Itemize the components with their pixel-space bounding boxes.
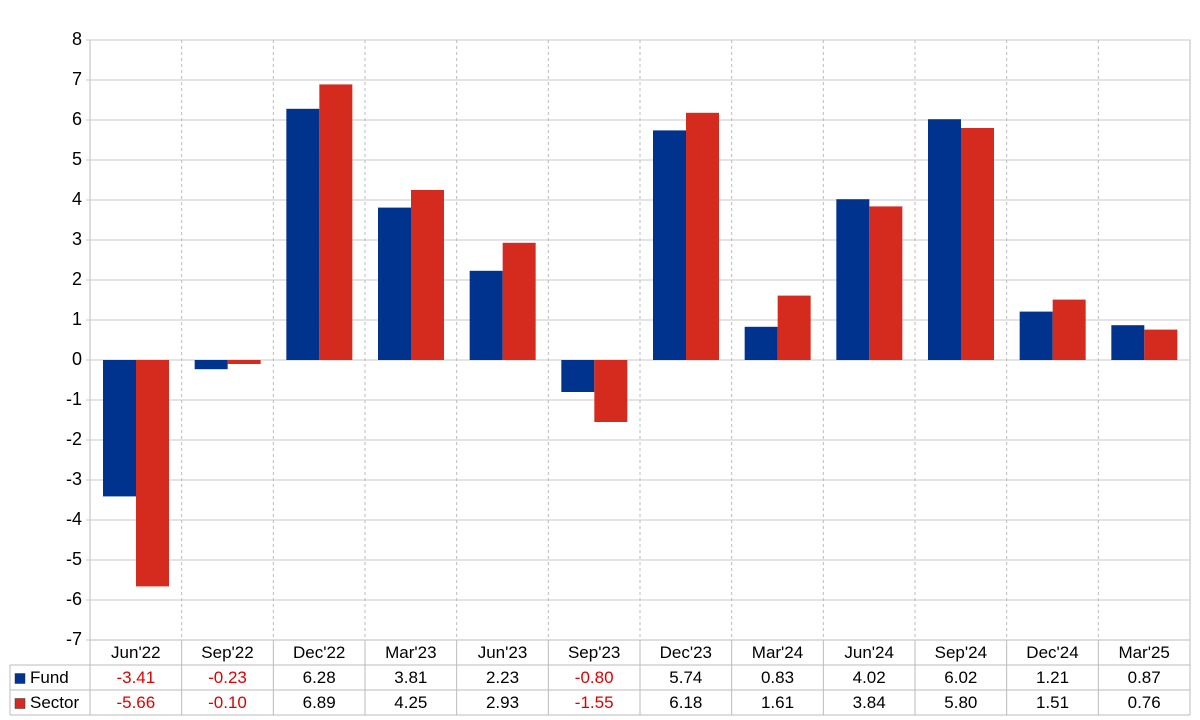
table-value: 2.23: [486, 668, 519, 687]
bar: [378, 207, 411, 360]
table-value: 1.21: [1036, 668, 1069, 687]
y-tick-label: 0: [72, 349, 82, 369]
x-tick-label: Jun'22: [111, 643, 161, 662]
table-value: 3.81: [394, 668, 427, 687]
bar: [836, 199, 870, 360]
bar: [777, 295, 811, 360]
table-value: 6.89: [303, 693, 336, 712]
x-tick-label: Sep'24: [935, 643, 987, 662]
table-value: 5.74: [669, 668, 702, 687]
table-value: -3.41: [116, 668, 155, 687]
table-value: 0.87: [1128, 668, 1161, 687]
bar: [227, 360, 261, 364]
x-tick-label: Mar'24: [752, 643, 803, 662]
table-value: -0.23: [208, 668, 247, 687]
bar: [103, 360, 136, 497]
table-value: -1.55: [575, 693, 614, 712]
x-tick-label: Sep'23: [568, 643, 620, 662]
table-value: -0.10: [208, 693, 247, 712]
table-value: 6.28: [303, 668, 336, 687]
x-tick-label: Mar'23: [385, 643, 436, 662]
x-tick-label: Dec'22: [293, 643, 345, 662]
bar: [961, 128, 994, 360]
y-tick-label: 3: [72, 229, 82, 249]
y-tick-label: 8: [72, 29, 82, 49]
y-tick-label: 6: [72, 109, 82, 129]
bar: [502, 242, 536, 360]
y-tick-label: 5: [72, 149, 82, 169]
bar: [744, 326, 778, 360]
bar: [194, 360, 228, 370]
y-tick-label: 7: [72, 69, 82, 89]
bar: [286, 108, 320, 360]
x-tick-label: Mar'25: [1118, 643, 1169, 662]
table-value: -5.66: [116, 693, 155, 712]
bar: [869, 206, 903, 360]
table-value: 0.83: [761, 668, 794, 687]
table-value: 4.25: [394, 693, 427, 712]
legend-swatch: [14, 698, 26, 709]
legend-label: Sector: [30, 693, 79, 712]
table-value: 1.61: [761, 693, 794, 712]
x-tick-label: Dec'23: [660, 643, 712, 662]
y-tick-label: -1: [66, 389, 82, 409]
table-value: 5.80: [944, 693, 977, 712]
y-tick-label: 1: [72, 309, 82, 329]
x-tick-label: Jun'23: [478, 643, 528, 662]
legend-label: Fund: [30, 668, 69, 687]
y-tick-label: 2: [72, 269, 82, 289]
bar: [928, 119, 961, 360]
bar: [1019, 311, 1053, 360]
bar: [1111, 325, 1145, 360]
y-tick-label: -5: [66, 549, 82, 569]
table-value: 0.76: [1128, 693, 1161, 712]
y-tick-label: -7: [66, 629, 82, 649]
y-tick-label: -4: [66, 509, 82, 529]
y-tick-label: -6: [66, 589, 82, 609]
table-value: 6.18: [669, 693, 702, 712]
bar: [1052, 299, 1086, 360]
y-tick-label: 4: [72, 189, 82, 209]
table-value: 4.02: [853, 668, 886, 687]
x-tick-label: Dec'24: [1026, 643, 1078, 662]
bar: [594, 360, 628, 422]
y-tick-label: -2: [66, 429, 82, 449]
bar: [411, 190, 444, 360]
bar: [136, 360, 169, 587]
table-value: -0.80: [575, 668, 614, 687]
x-tick-label: Jun'24: [844, 643, 894, 662]
bar: [686, 112, 719, 360]
table-value: 1.51: [1036, 693, 1069, 712]
table-value: 6.02: [944, 668, 977, 687]
y-tick-label: -3: [66, 469, 82, 489]
x-tick-label: Sep'22: [201, 643, 253, 662]
table-value: 2.93: [486, 693, 519, 712]
bar: [1144, 329, 1178, 360]
bar: [561, 360, 595, 392]
bar: [469, 270, 503, 360]
bar: [319, 84, 353, 361]
bar: [653, 130, 686, 360]
table-value: 3.84: [853, 693, 886, 712]
legend-swatch: [14, 673, 26, 684]
